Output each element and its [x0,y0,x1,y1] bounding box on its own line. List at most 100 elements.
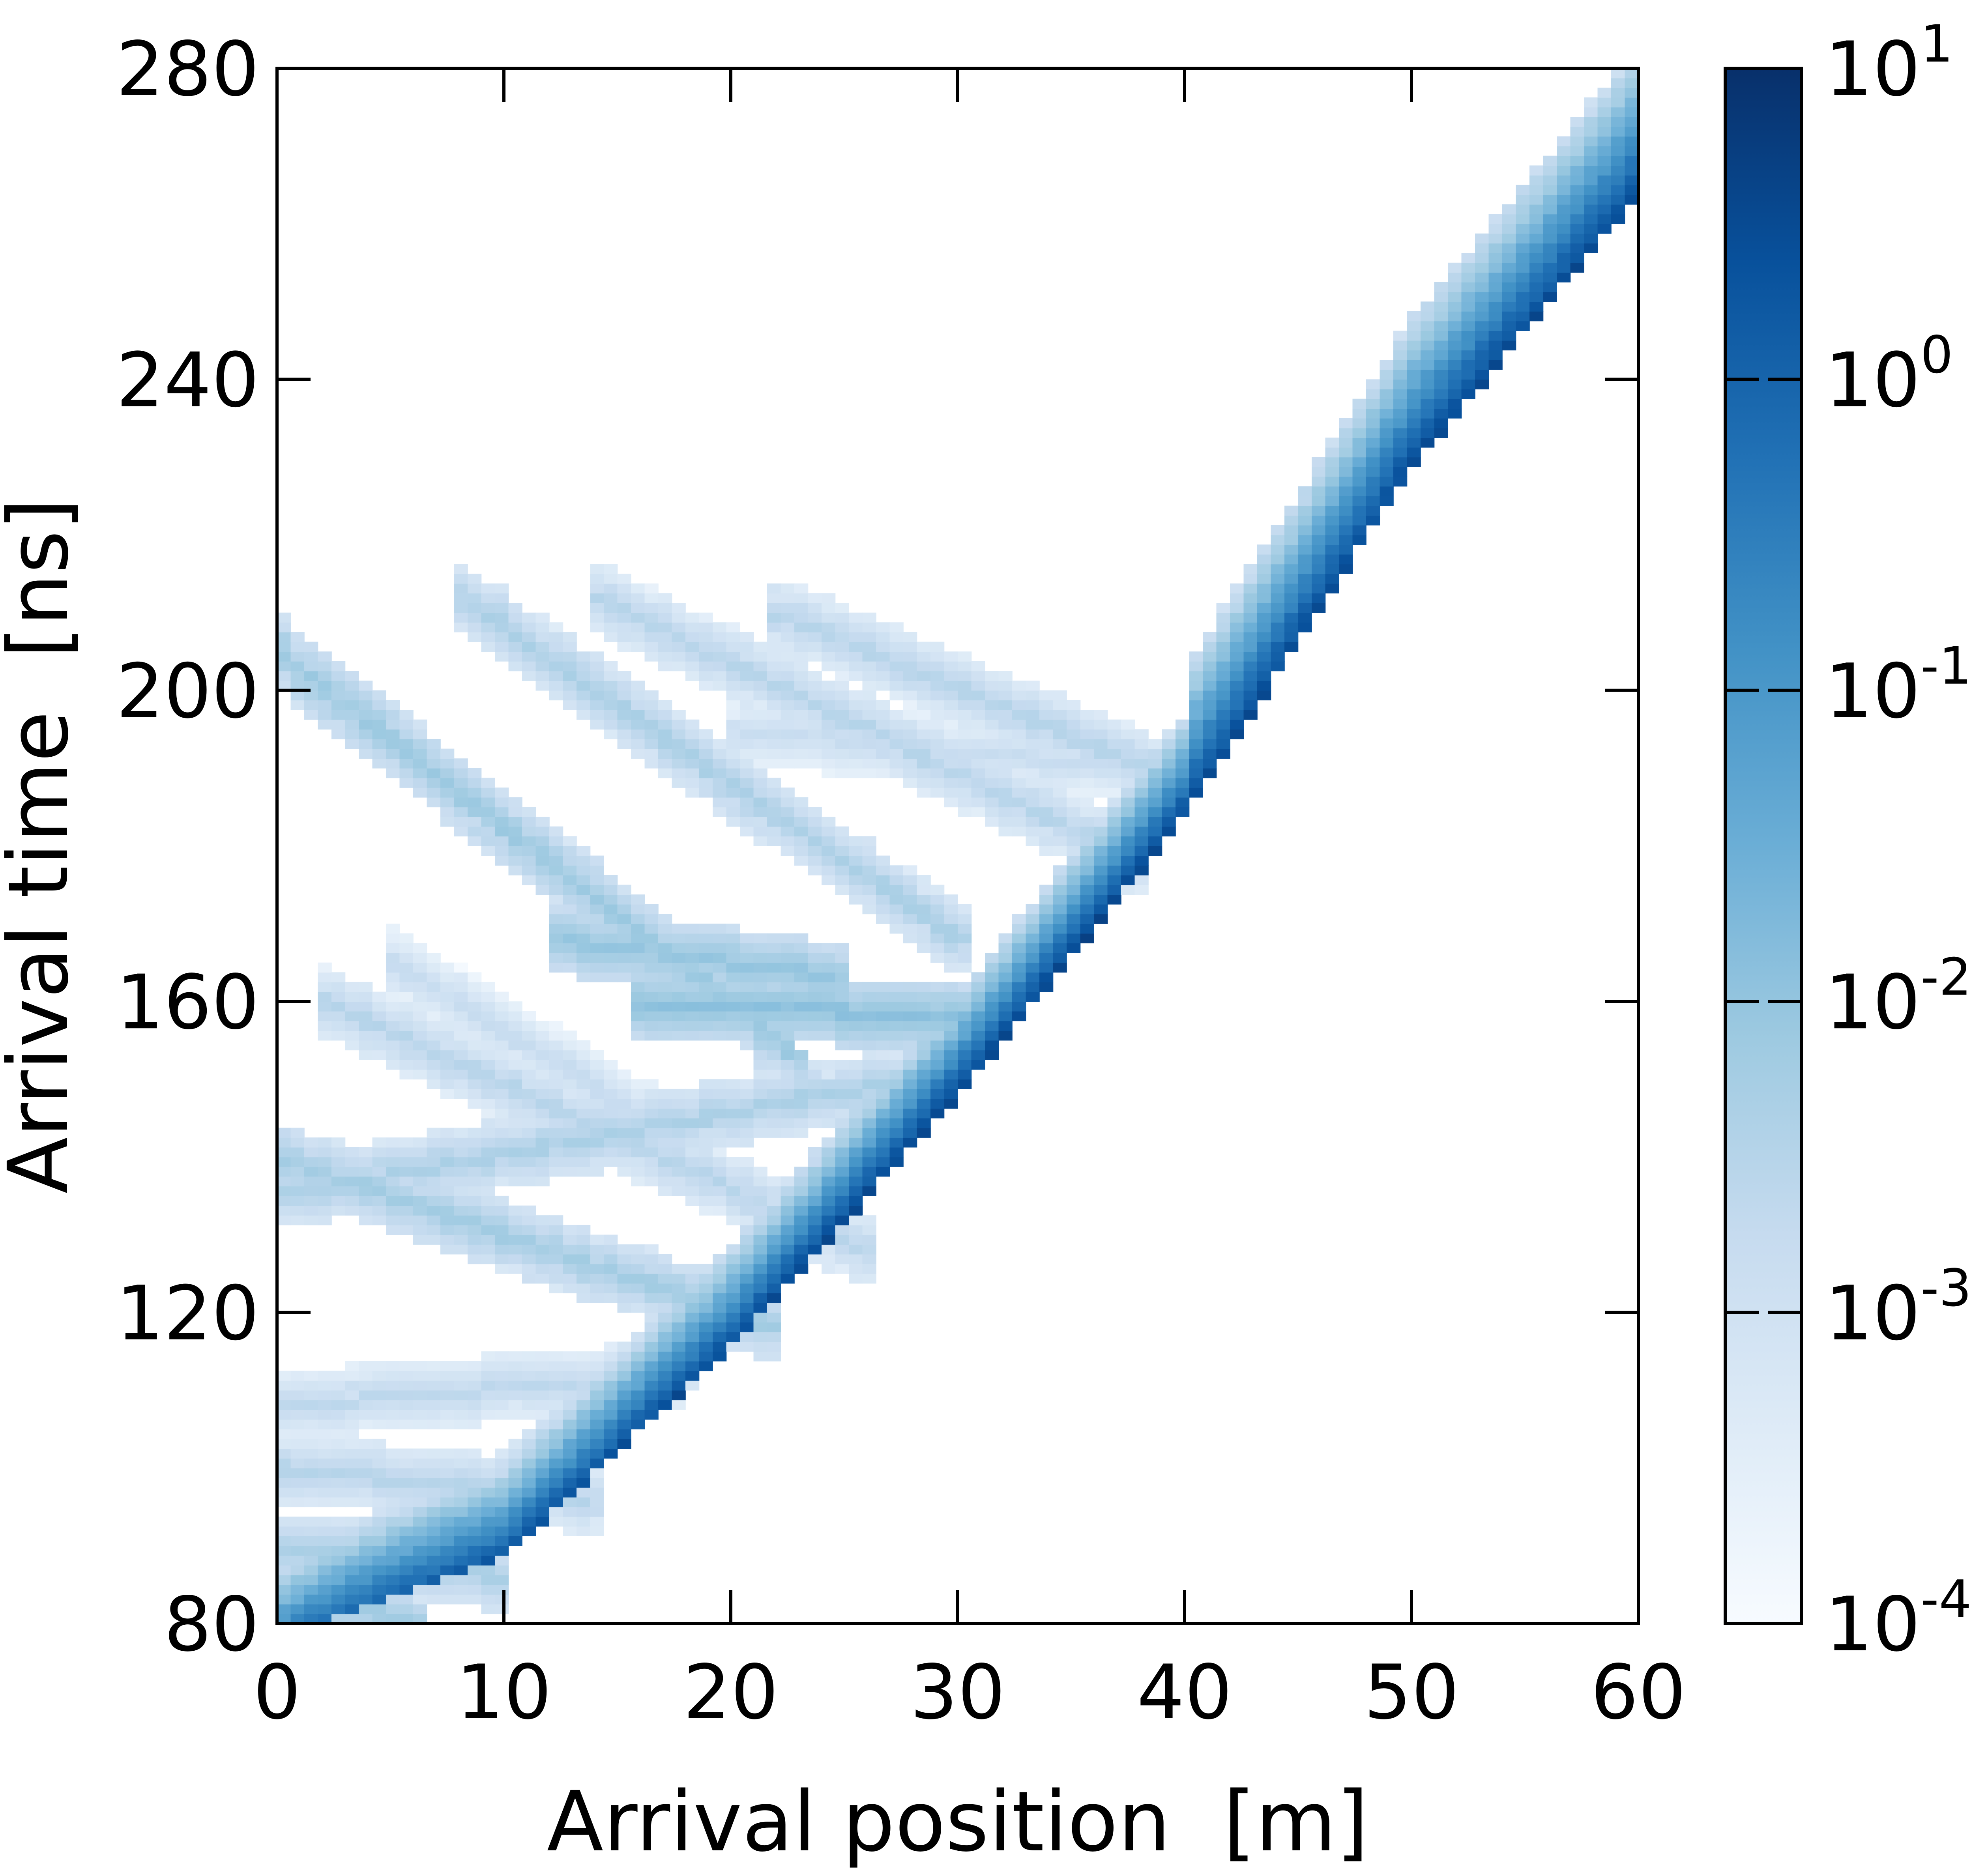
heatmap-cell [644,1031,659,1041]
heatmap-cell [672,651,686,662]
heatmap-cell [1597,165,1612,176]
heatmap-cell [1121,846,1135,856]
heatmap-cell [495,1604,509,1614]
heatmap-cell [617,739,631,749]
heatmap-cell [359,1050,373,1060]
heatmap-cell [468,1400,482,1410]
heatmap-cell [1094,894,1108,905]
heatmap-cell [399,1594,414,1605]
heatmap-cell [277,1215,291,1225]
heatmap-cell [345,982,359,992]
heatmap-cell [318,651,332,662]
heatmap-cell [835,1205,849,1216]
heatmap-cell [318,1186,332,1196]
heatmap-cell [726,661,740,671]
x-tick-label: 60 [1591,1649,1686,1736]
heatmap-cell [1584,214,1598,224]
heatmap-cell [767,1021,781,1031]
heatmap-cell [535,1351,550,1362]
heatmap-cell [822,632,836,642]
heatmap-cell [345,1526,359,1536]
heatmap-cell [386,1050,400,1060]
heatmap-cell [713,1098,727,1109]
heatmap-cell [617,583,631,594]
heatmap-cell [849,651,863,662]
heatmap-cell [753,807,767,817]
heatmap-cell [563,1468,577,1478]
heatmap-cell [590,1497,604,1508]
heatmap-cell [604,1234,618,1245]
heatmap-cell [740,758,754,769]
heatmap-cell [1080,778,1094,788]
heatmap-cell [998,1001,1013,1012]
heatmap-cell [427,748,441,759]
heatmap-cell [1488,224,1503,234]
heatmap-cell [331,1157,346,1167]
heatmap-cell [1039,846,1054,856]
heatmap-cell [345,1380,359,1391]
heatmap-cell [495,1264,509,1274]
heatmap-cell [1271,632,1285,642]
heatmap-cell [386,1419,400,1429]
heatmap-cell [1339,564,1353,574]
heatmap-cell [413,1060,427,1070]
heatmap-cell [535,661,550,671]
heatmap-cell [822,943,836,953]
heatmap-cell [304,642,318,652]
heatmap-cell [808,1118,822,1128]
heatmap-cell [985,1040,999,1051]
heatmap-cell [1162,758,1176,769]
heatmap-cell [577,885,591,895]
heatmap-cell [318,1614,332,1623]
colorbar-tick-label: 10-4 [1825,1569,1971,1668]
heatmap-cell [549,661,563,671]
heatmap-cell [413,1215,427,1225]
heatmap-cell [1243,632,1258,642]
heatmap-cell [563,632,577,642]
heatmap-cell [876,1118,890,1128]
heatmap-cell [331,719,346,730]
heatmap-cell [522,1040,536,1051]
heatmap-cell [876,1108,890,1118]
heatmap-cell [1107,768,1121,778]
heatmap-cell [944,700,958,710]
heatmap-cell [958,1069,972,1080]
heatmap-cell [454,1584,468,1595]
heatmap-cell [835,719,849,730]
heatmap-cell [685,1303,700,1313]
heatmap-cell [304,700,318,710]
heatmap-cell [781,836,795,846]
heatmap-cell [740,933,754,944]
heatmap-cell [658,612,672,623]
heatmap-cell [699,1205,713,1216]
heatmap-cell [876,681,890,691]
heatmap-cell [318,690,332,701]
heatmap-cell [468,574,482,584]
heatmap-cell [604,1293,618,1303]
heatmap-cell [631,1176,645,1187]
heatmap-cell [1502,301,1516,312]
heatmap-cell [767,690,781,701]
heatmap-cell [631,593,645,603]
heatmap-cell [577,710,591,720]
heatmap-cell [495,1098,509,1109]
heatmap-cell [522,642,536,652]
heatmap-cell [522,1380,536,1391]
heatmap-cell [277,1565,291,1575]
heatmap-cell [631,1001,645,1012]
heatmap-cell [481,1604,495,1614]
heatmap-cell [672,1186,686,1196]
heatmap-cell [359,1380,373,1391]
heatmap-cell [1421,331,1435,341]
heatmap-cell [753,943,767,953]
heatmap-cell [835,1234,849,1245]
heatmap-cell [1080,710,1094,720]
heatmap-cell [699,1147,713,1158]
heatmap-cell [1312,593,1326,603]
heatmap-cell [658,642,672,652]
heatmap-cell [631,729,645,739]
heatmap-cell [903,719,917,730]
heatmap-cell [372,1400,386,1410]
heatmap-cell [958,719,972,730]
heatmap-cell [1026,807,1040,817]
